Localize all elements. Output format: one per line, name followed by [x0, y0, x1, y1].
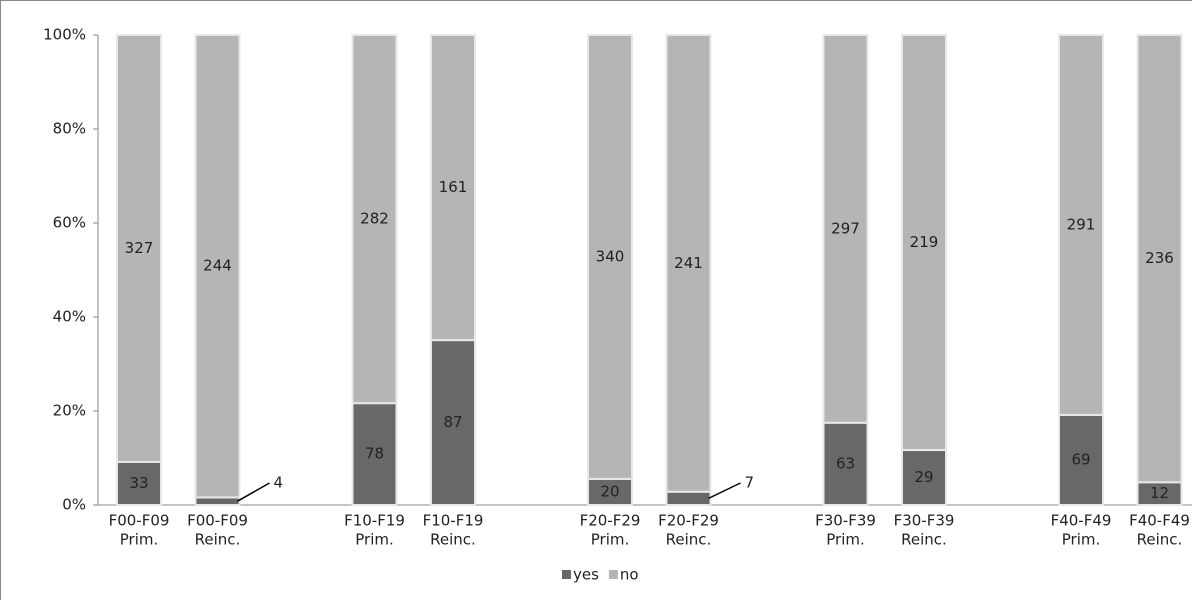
data-label: 236 [1145, 249, 1174, 267]
legend-swatch [608, 570, 618, 579]
data-label: 282 [360, 210, 389, 228]
y-tick-label: 20% [53, 402, 86, 420]
bar-segment [901, 449, 947, 506]
x-tick-label: Prim. [1062, 531, 1101, 549]
x-tick-label: F10-F19 [344, 512, 405, 530]
data-label: 297 [831, 219, 860, 237]
x-tick-label: Prim. [355, 531, 394, 549]
data-label: 4 [274, 474, 284, 492]
x-tick-label: F20-F29 [658, 512, 719, 530]
data-label: 12 [1150, 484, 1169, 502]
x-tick-label: Reinc. [430, 531, 476, 549]
x-tick-label: Reinc. [195, 531, 241, 549]
bar-segment [1058, 413, 1104, 506]
y-tick-label: 100% [43, 26, 86, 44]
x-tick-label: Reinc. [666, 531, 712, 549]
bar-segment [1136, 34, 1183, 484]
data-label: 78 [365, 445, 384, 463]
data-label: 241 [674, 254, 703, 272]
bar-segment [822, 421, 869, 506]
y-tick-label: 60% [53, 214, 86, 232]
x-tick-label: F30-F39 [815, 512, 876, 530]
bar-segment [351, 402, 398, 506]
data-label: 87 [443, 413, 462, 431]
bar-segment [665, 490, 712, 506]
data-label: 327 [125, 239, 154, 257]
bar-segment [430, 34, 476, 342]
data-label: 291 [1067, 215, 1096, 233]
legend-label: no [620, 566, 639, 584]
bar-segment [665, 34, 712, 493]
bar-segment [116, 34, 162, 463]
x-tick-label: F40-F49 [1051, 512, 1112, 530]
data-label: 340 [596, 247, 625, 265]
x-tick-label: F00-F09 [109, 512, 170, 530]
x-tick-label: Prim. [120, 531, 159, 549]
legend-swatch [562, 570, 571, 579]
bar-segment [194, 34, 241, 499]
x-tick-label: F40-F49 [1129, 512, 1190, 530]
data-label: 244 [203, 257, 232, 275]
data-label: 69 [1071, 450, 1090, 468]
data-label: 63 [836, 454, 855, 472]
bar-segment [430, 339, 476, 506]
data-label: 33 [129, 474, 148, 492]
data-label: 219 [910, 233, 939, 251]
legend-label: yes [573, 566, 599, 584]
y-tick-label: 0% [62, 496, 86, 514]
x-tick-label: Reinc. [1137, 531, 1183, 549]
data-label: 20 [600, 482, 619, 500]
data-label: 161 [439, 178, 468, 196]
x-tick-label: Prim. [826, 531, 865, 549]
bar-segment [351, 34, 398, 405]
x-tick-label: F30-F39 [894, 512, 955, 530]
bar-segment [194, 496, 241, 506]
bar-segment [1058, 34, 1104, 416]
bar-segment [587, 34, 633, 480]
y-tick-label: 40% [53, 308, 86, 326]
data-label: 7 [745, 474, 755, 492]
x-tick-label: F10-F19 [423, 512, 484, 530]
x-tick-label: F20-F29 [580, 512, 641, 530]
y-tick-label: 80% [53, 120, 86, 138]
x-tick-label: F00-F09 [187, 512, 248, 530]
data-label: 29 [914, 468, 933, 486]
x-tick-label: Prim. [591, 531, 630, 549]
bar-segment [901, 34, 947, 452]
x-tick-label: Reinc. [901, 531, 947, 549]
bar-segment [822, 34, 869, 424]
leader-line [708, 482, 741, 500]
leader-line [237, 482, 270, 502]
